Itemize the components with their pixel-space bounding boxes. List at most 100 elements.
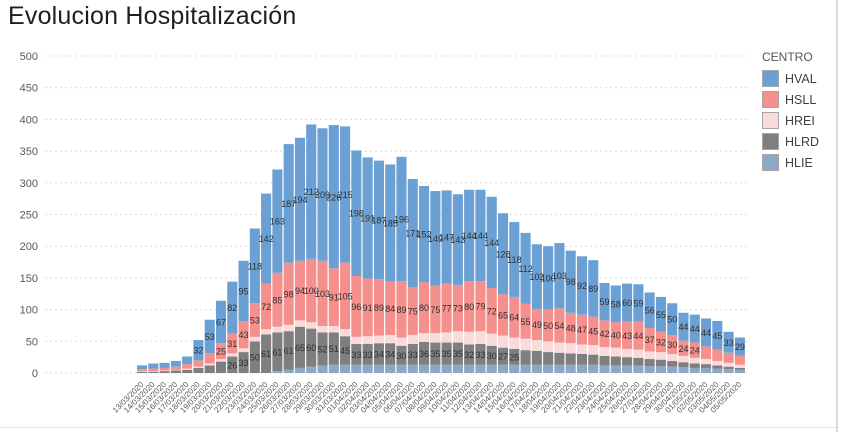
bar-segment[interactable]: [520, 232, 531, 304]
bar-segment[interactable]: [712, 365, 723, 369]
bar-segment[interactable]: [723, 369, 734, 373]
bar-segment[interactable]: [261, 283, 272, 330]
bar-segment[interactable]: [407, 179, 418, 288]
bar-segment[interactable]: [701, 359, 712, 365]
bar-segment[interactable]: [644, 292, 655, 328]
bar-segment[interactable]: [531, 350, 542, 365]
bar-segment[interactable]: [565, 343, 576, 354]
bar-segment[interactable]: [362, 364, 373, 373]
bar-segment[interactable]: [554, 243, 565, 309]
bar-segment[interactable]: [170, 360, 181, 367]
bar-segment[interactable]: [283, 324, 294, 332]
bar-segment[interactable]: [723, 362, 734, 367]
bar-segment[interactable]: [170, 369, 181, 371]
bar-segment[interactable]: [678, 340, 689, 356]
bar-segment[interactable]: [272, 169, 283, 273]
bar-segment[interactable]: [441, 190, 452, 284]
bar-segment[interactable]: [148, 368, 159, 372]
bar-segment[interactable]: [137, 365, 148, 370]
bar-segment[interactable]: [543, 364, 554, 373]
bar-segment[interactable]: [170, 370, 181, 373]
bar-segment[interactable]: [385, 334, 396, 344]
bar-segment[interactable]: [543, 309, 554, 342]
bar-segment[interactable]: [204, 353, 215, 364]
bar-segment[interactable]: [351, 150, 362, 276]
bar-segment[interactable]: [622, 357, 633, 366]
bar-segment[interactable]: [712, 368, 723, 373]
bar-segment[interactable]: [294, 260, 306, 321]
bar-segment[interactable]: [340, 262, 351, 330]
bar-segment[interactable]: [249, 341, 260, 373]
legend-item[interactable]: HREI: [762, 112, 819, 129]
bar-segment[interactable]: [655, 331, 666, 353]
bar-segment[interactable]: [193, 367, 204, 373]
bar-segment[interactable]: [678, 312, 689, 341]
bar-segment[interactable]: [633, 349, 644, 358]
bar-segment[interactable]: [689, 314, 700, 343]
bar-segment[interactable]: [475, 331, 486, 344]
bar-segment[interactable]: [396, 364, 407, 373]
bar-segment[interactable]: [633, 365, 644, 373]
bar-segment[interactable]: [362, 157, 373, 279]
bar-segment[interactable]: [723, 331, 734, 353]
bar-segment[interactable]: [486, 333, 497, 346]
bar-segment[interactable]: [701, 346, 712, 360]
bar-segment[interactable]: [272, 326, 283, 333]
bar-segment[interactable]: [576, 256, 588, 315]
bar-segment[interactable]: [441, 364, 452, 373]
bar-segment[interactable]: [328, 125, 339, 269]
bar-segment[interactable]: [238, 352, 249, 373]
bar-segment[interactable]: [351, 336, 362, 344]
bar-segment[interactable]: [328, 326, 339, 333]
bar-segment[interactable]: [678, 362, 689, 368]
bar-segment[interactable]: [430, 333, 441, 343]
bar-segment[interactable]: [633, 357, 644, 366]
bar-segment[interactable]: [419, 282, 430, 334]
bar-segment[interactable]: [373, 343, 384, 365]
bar-segment[interactable]: [215, 359, 227, 362]
bar-segment[interactable]: [137, 371, 148, 373]
bar-segment[interactable]: [464, 331, 475, 345]
bar-segment[interactable]: [407, 364, 418, 373]
bar-segment[interactable]: [543, 341, 554, 353]
bar-segment[interactable]: [588, 354, 599, 365]
bar-segment[interactable]: [238, 348, 249, 353]
bar-segment[interactable]: [373, 160, 384, 280]
bar-segment[interactable]: [215, 343, 227, 360]
bar-segment[interactable]: [261, 329, 272, 335]
bar-segment[interactable]: [373, 335, 384, 344]
bar-segment[interactable]: [272, 332, 283, 372]
bar-segment[interactable]: [723, 352, 734, 363]
bar-segment[interactable]: [452, 364, 463, 373]
bar-segment[interactable]: [576, 364, 588, 373]
bar-segment[interactable]: [182, 368, 193, 370]
bar-segment[interactable]: [283, 331, 294, 370]
bar-segment[interactable]: [565, 364, 576, 373]
bar-segment[interactable]: [373, 364, 384, 373]
bar-segment[interactable]: [317, 260, 328, 327]
bar-segment[interactable]: [441, 342, 452, 365]
bar-segment[interactable]: [520, 303, 531, 339]
bar-segment[interactable]: [701, 364, 712, 368]
bar-segment[interactable]: [283, 369, 294, 373]
bar-segment[interactable]: [622, 321, 633, 349]
bar-segment[interactable]: [227, 356, 238, 373]
bar-segment[interactable]: [283, 144, 294, 263]
bar-segment[interactable]: [599, 355, 610, 366]
bar-segment[interactable]: [452, 194, 463, 285]
bar-segment[interactable]: [610, 356, 621, 366]
bar-segment[interactable]: [148, 371, 159, 372]
legend-item[interactable]: HLRD: [762, 133, 819, 150]
bar-segment[interactable]: [734, 364, 745, 368]
legend-item[interactable]: HSLL: [762, 91, 819, 108]
bar-segment[interactable]: [362, 336, 373, 344]
bar-segment[interactable]: [599, 320, 610, 348]
bar-segment[interactable]: [689, 363, 700, 368]
bar-segment[interactable]: [712, 349, 723, 361]
bar-segment[interactable]: [610, 285, 621, 323]
bar-segment[interactable]: [475, 281, 486, 332]
bar-segment[interactable]: [644, 327, 655, 352]
bar-segment[interactable]: [204, 319, 215, 354]
legend-item[interactable]: HVAL: [762, 70, 819, 87]
bar-segment[interactable]: [396, 281, 407, 338]
